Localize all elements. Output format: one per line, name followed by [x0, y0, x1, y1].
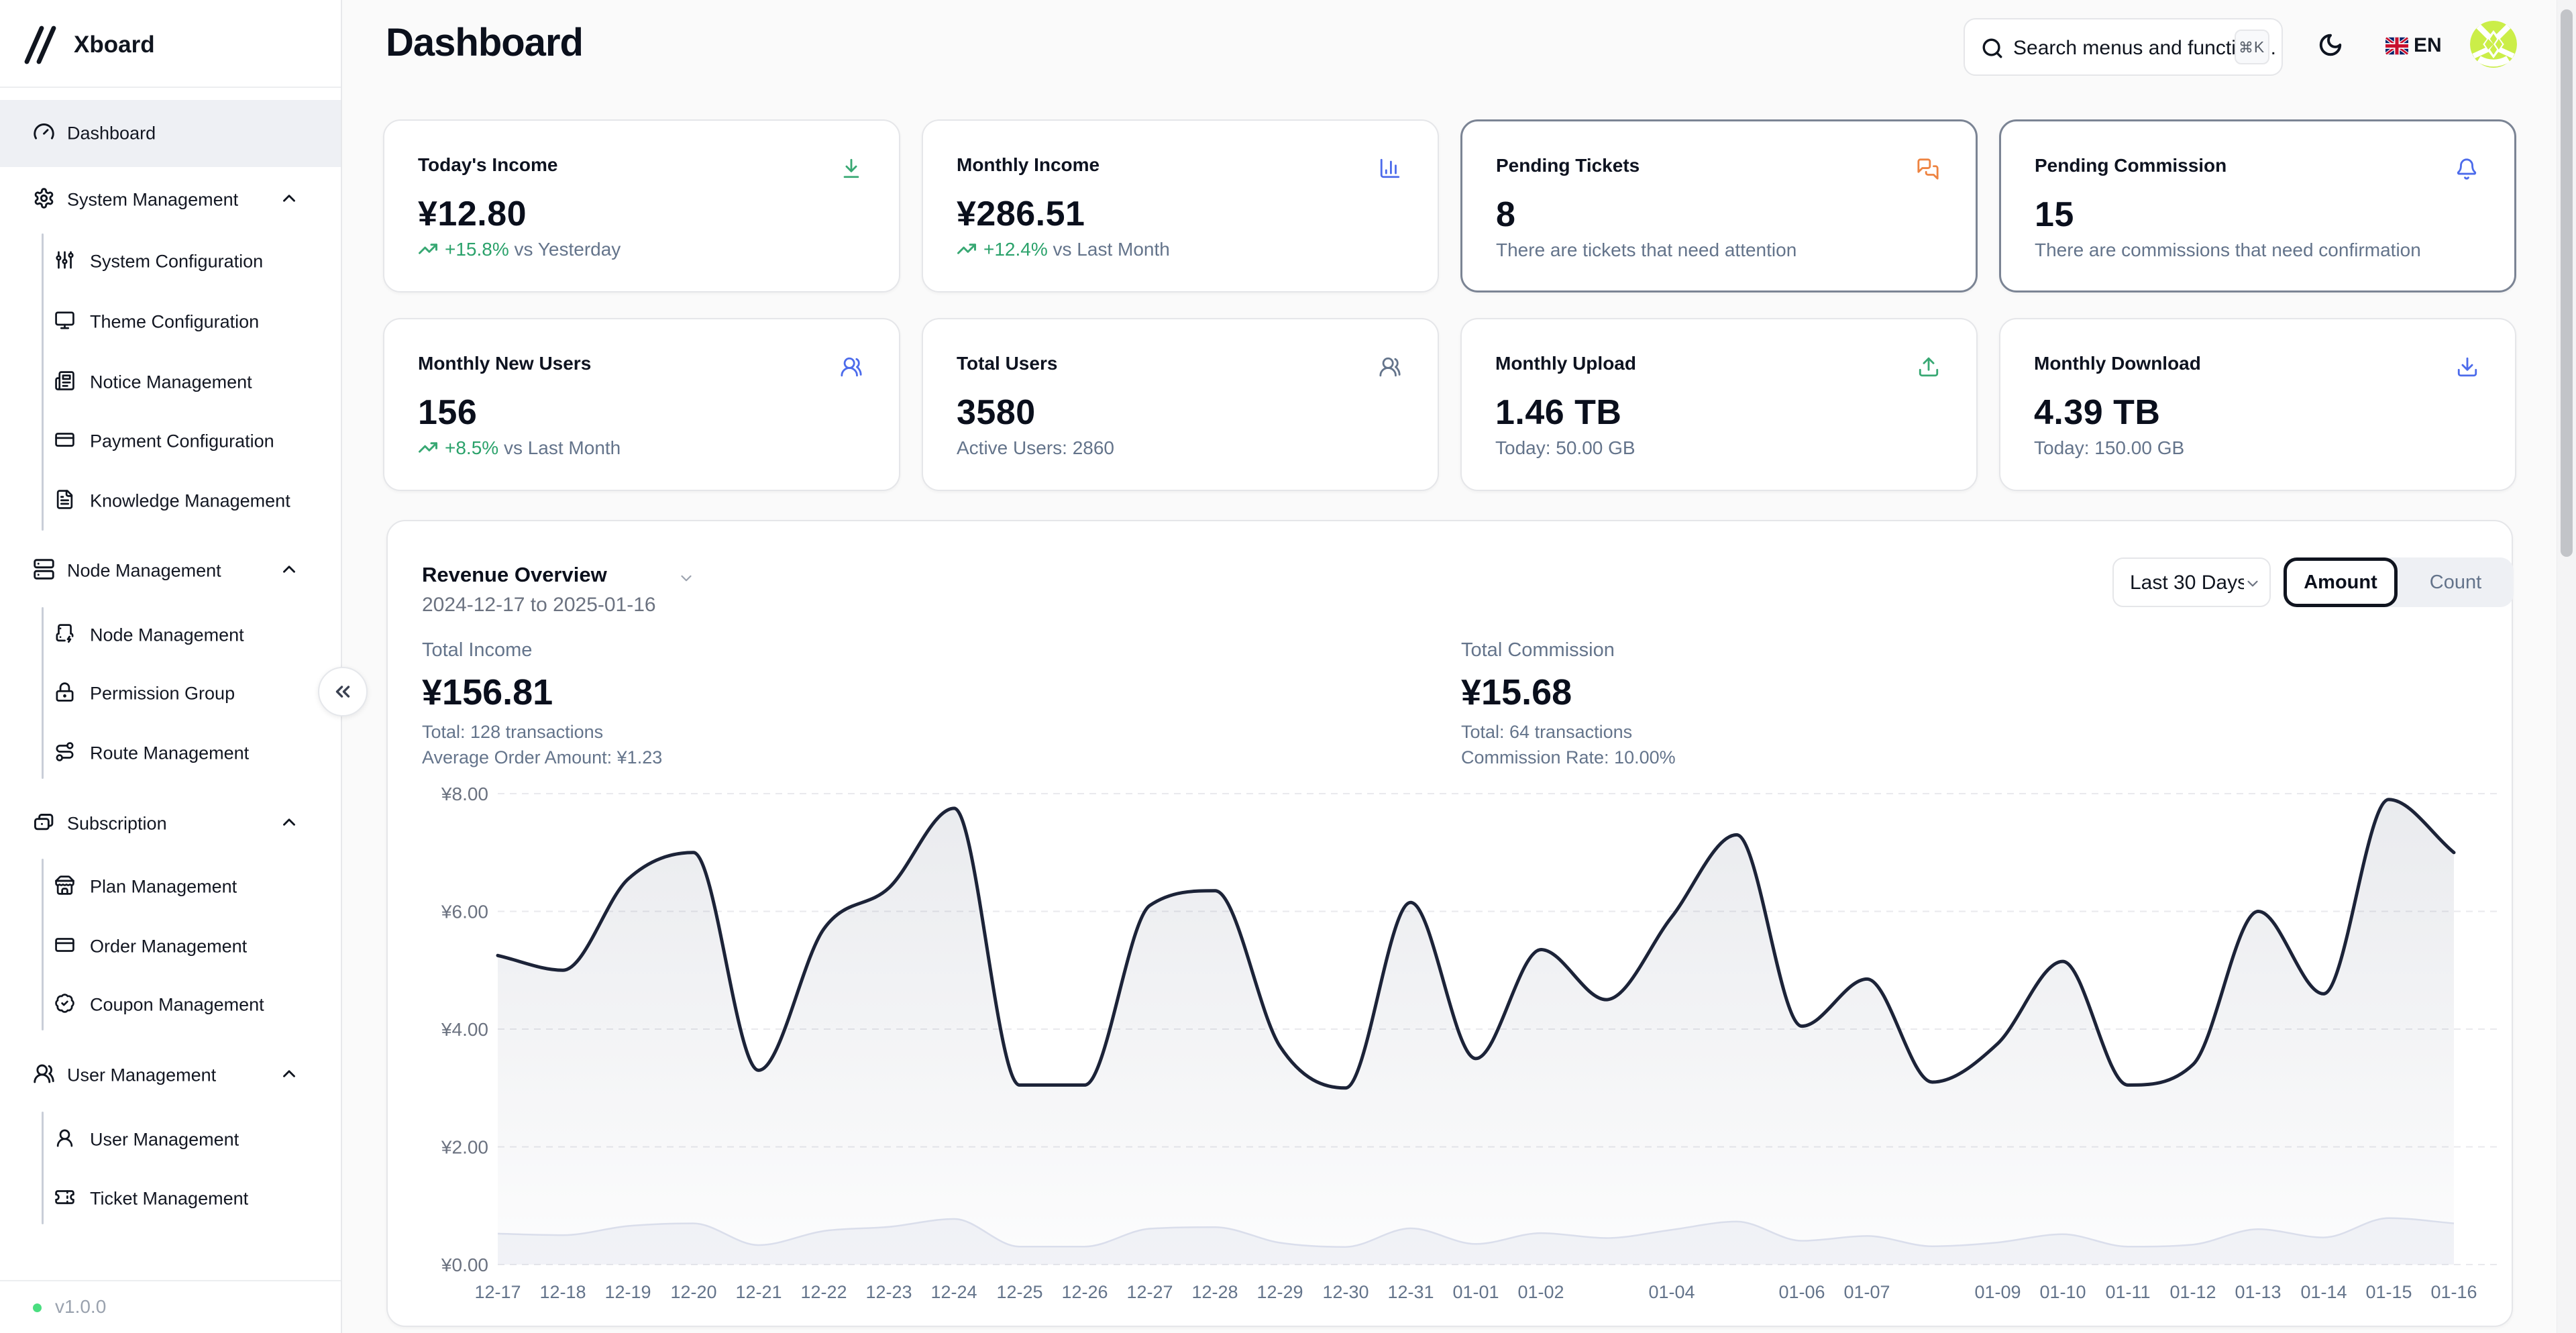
svg-text:12-21: 12-21 [735, 1282, 782, 1302]
svg-text:01-15: 01-15 [2365, 1282, 2412, 1302]
svg-text:¥4.00: ¥4.00 [441, 1019, 488, 1040]
svg-text:01-09: 01-09 [1974, 1282, 2021, 1302]
svg-text:01-01: 01-01 [1452, 1282, 1499, 1302]
svg-text:¥6.00: ¥6.00 [441, 902, 488, 922]
svg-text:12-23: 12-23 [865, 1282, 912, 1302]
svg-text:01-07: 01-07 [1843, 1282, 1890, 1302]
svg-text:01-14: 01-14 [2300, 1282, 2347, 1302]
svg-text:12-25: 12-25 [996, 1282, 1042, 1302]
svg-text:12-22: 12-22 [800, 1282, 847, 1302]
svg-text:¥8.00: ¥8.00 [441, 784, 488, 804]
svg-text:01-04: 01-04 [1648, 1282, 1695, 1302]
svg-text:12-17: 12-17 [474, 1282, 521, 1302]
svg-text:01-11: 01-11 [2105, 1282, 2150, 1302]
svg-text:01-06: 01-06 [1778, 1282, 1825, 1302]
svg-text:12-31: 12-31 [1387, 1282, 1434, 1302]
svg-text:12-26: 12-26 [1061, 1282, 1108, 1302]
svg-text:01-02: 01-02 [1517, 1282, 1564, 1302]
svg-text:12-24: 12-24 [930, 1282, 977, 1302]
svg-text:12-29: 12-29 [1256, 1282, 1303, 1302]
svg-text:12-20: 12-20 [670, 1282, 716, 1302]
svg-text:12-19: 12-19 [604, 1282, 651, 1302]
svg-text:¥2.00: ¥2.00 [441, 1137, 488, 1158]
svg-text:12-27: 12-27 [1126, 1282, 1173, 1302]
svg-text:01-13: 01-13 [2235, 1282, 2281, 1302]
svg-text:01-10: 01-10 [2039, 1282, 2086, 1302]
svg-text:01-16: 01-16 [2430, 1282, 2477, 1302]
svg-text:01-12: 01-12 [2169, 1282, 2216, 1302]
svg-text:12-28: 12-28 [1191, 1282, 1238, 1302]
svg-text:12-30: 12-30 [1322, 1282, 1368, 1302]
svg-text:¥0.00: ¥0.00 [441, 1255, 488, 1275]
svg-text:12-18: 12-18 [539, 1282, 586, 1302]
